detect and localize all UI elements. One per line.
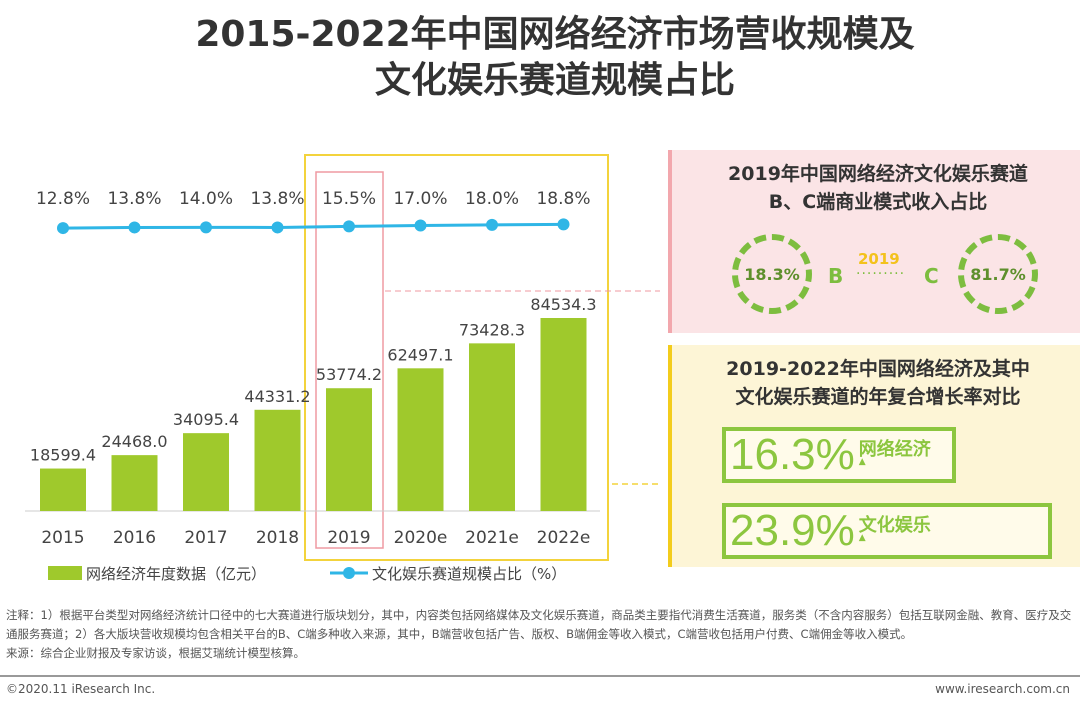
bar-2019 [326, 388, 372, 511]
line-point-2017 [200, 221, 212, 234]
cagr-value: 16.3% [730, 430, 855, 479]
highlight-2019-box [315, 171, 384, 549]
c-share-value: 81.7% [970, 264, 1026, 284]
panel2-title: 2019-2022年中国网络经济及其中 文化娱乐赛道的年复合增长率对比 [672, 355, 1080, 411]
b-share-ring: 18.3% [732, 234, 812, 314]
cagr-culture-entertainment: 23.9% 文化娱乐 [722, 503, 1052, 559]
line-point-2021e [486, 218, 498, 231]
dotted-connector: ········· [856, 266, 906, 282]
line-label-2019: 15.5% [322, 189, 376, 209]
source-text: 来源：综合企业财报及专家访谈，根据艾瑞统计模型核算。 [6, 646, 305, 660]
x-tick-2022e: 2022e [537, 528, 591, 548]
title-line-1: 2015-2022年中国网络经济市场营收规模及 [195, 14, 915, 55]
cagr-value: 23.9% [730, 506, 855, 555]
line-label-2018: 13.8% [250, 189, 304, 209]
line-point-2022e [557, 218, 570, 231]
line-label-2015: 12.8% [36, 189, 90, 209]
bar-label-2019: 53774.2 [316, 365, 382, 384]
legend-bar-label: 网络经济年度数据（亿元） [86, 565, 266, 583]
bar-2015 [40, 468, 86, 511]
cagr-label: 文化娱乐 [859, 511, 931, 543]
panel1-title: 2019年中国网络经济文化娱乐赛道 B、C端商业模式收入占比 [672, 160, 1080, 216]
bar-label-2021e: 73428.3 [459, 320, 525, 339]
divider [0, 675, 1080, 677]
bar-label-2016: 24468.0 [101, 432, 167, 451]
line-point-2020e [414, 219, 427, 232]
line-point-2018 [271, 221, 284, 234]
forecast-highlight-box [304, 154, 609, 561]
bar-label-2018: 44331.2 [244, 387, 310, 406]
bc-revenue-panel: 2019年中国网络经济文化娱乐赛道 B、C端商业模式收入占比 18.3% B 2… [668, 150, 1080, 333]
website: www.iresearch.com.cn [935, 682, 1070, 696]
bar-label-2017: 34095.4 [173, 410, 239, 429]
line-point-2015 [57, 222, 69, 235]
bar-2016 [111, 455, 158, 511]
bar-2022e [540, 318, 587, 511]
c-share-ring: 81.7% [958, 234, 1038, 314]
x-tick-2015: 2015 [41, 528, 84, 548]
bar-2018 [254, 409, 301, 511]
cagr-label: 网络经济 [859, 435, 931, 467]
c-label: C [924, 264, 939, 288]
chart: 18599.4 2015 12.8% 24468.0 2016 13.8% 34095.4 2… [25, 154, 660, 583]
note-text: 注释：1）根据平台类型对网络经济统计口径中的七大赛道进行版块划分，其中，内容类包… [6, 608, 1072, 641]
b-label: B [828, 264, 844, 288]
line-label-2022e: 18.8% [536, 189, 590, 209]
x-tick-2021e: 2021e [465, 528, 519, 548]
panel1-title-line: B、C端商业模式收入占比 [768, 191, 988, 213]
cagr-network-economy: 16.3% 网络经济 [722, 427, 956, 483]
bar-label-2020e: 62497.1 [387, 345, 453, 364]
bar-label-2015: 18599.4 [30, 446, 96, 465]
line-label-2020e: 17.0% [393, 189, 447, 209]
line-label-2021e: 18.0% [465, 189, 519, 209]
x-tick-2020e: 2020e [394, 528, 448, 548]
panel2-title-line: 2019-2022年中国网络经济及其中 [726, 358, 1030, 380]
bar-2021e [469, 343, 515, 511]
copyright: ©2020.11 iResearch Inc. [6, 682, 156, 696]
bar-2017 [183, 433, 229, 511]
legend-line-marker [343, 567, 355, 579]
x-tick-2019: 2019 [327, 528, 370, 548]
panel2-title-line: 文化娱乐赛道的年复合增长率对比 [735, 386, 1021, 408]
legend-line-label: 文化娱乐赛道规模占比（%） [372, 565, 566, 583]
line-label-2016: 13.8% [107, 189, 161, 209]
footnotes: 注释：1）根据平台类型对网络经济统计口径中的七大赛道进行版块划分，其中，内容类包… [6, 606, 1076, 663]
panel1-title-line: 2019年中国网络经济文化娱乐赛道 [728, 163, 1028, 185]
b-share-value: 18.3% [744, 264, 800, 284]
title-line-2: 文化娱乐赛道规模占比 [374, 60, 735, 101]
line-label-2017: 14.0% [179, 189, 233, 209]
legend-bar-swatch [48, 566, 82, 580]
cagr-panel: 2019-2022年中国网络经济及其中 文化娱乐赛道的年复合增长率对比 16.3… [668, 345, 1080, 567]
x-tick-2016: 2016 [113, 528, 156, 548]
share-line [62, 222, 564, 230]
year-label: 2019 [858, 250, 900, 268]
x-tick-2018: 2018 [256, 528, 299, 548]
line-point-2016 [128, 221, 141, 234]
bar-label-2022e: 84534.3 [530, 295, 596, 314]
page-title: 2015-2022年中国网络经济市场营收规模及 文化娱乐赛道规模占比 [0, 12, 1080, 104]
x-tick-2017: 2017 [184, 528, 227, 548]
bar-2020e [397, 368, 444, 511]
line-point-2019 [343, 220, 355, 233]
